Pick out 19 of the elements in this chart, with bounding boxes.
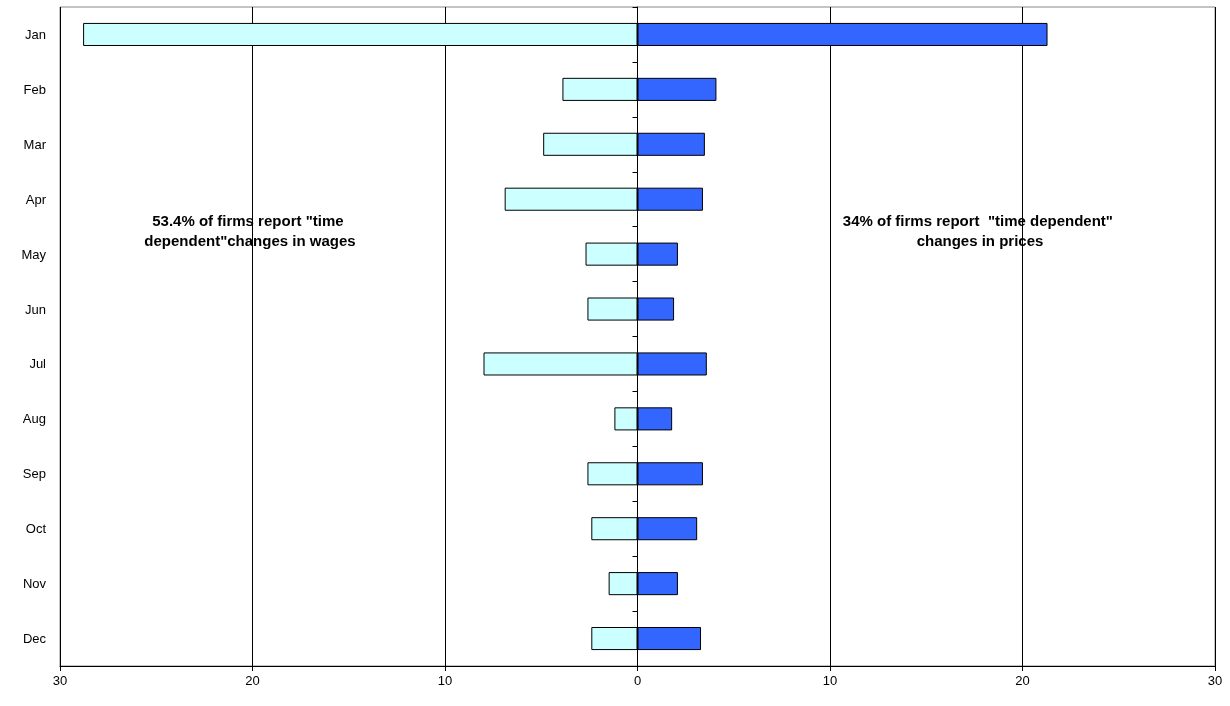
x-tick-label: 30 xyxy=(52,673,68,688)
y-tick-label: May xyxy=(21,246,47,262)
x-tick-label: 10 xyxy=(437,673,453,688)
x-tick-label: 10 xyxy=(822,673,838,688)
y-tick-label: Oct xyxy=(25,521,47,537)
x-tick-label: 20 xyxy=(1015,673,1030,688)
x-tick-label: 0 xyxy=(633,673,642,688)
y-tick-label: Feb xyxy=(23,81,46,97)
y-tick-label: Jul xyxy=(29,356,47,372)
y-tick-label: Sep xyxy=(22,466,46,482)
y-tick-label: Dec xyxy=(22,631,47,647)
y-tick-label: Nov xyxy=(22,576,47,592)
x-tick-label: 20 xyxy=(245,673,260,688)
x-tick-label: 30 xyxy=(1207,673,1223,688)
y-tick-label: Aug xyxy=(22,411,46,427)
y-tick-label: Jun xyxy=(25,301,46,317)
y-tick-label: Apr xyxy=(25,191,47,207)
y-tick-label: Mar xyxy=(23,136,47,152)
y-tick-label: Jan xyxy=(25,26,46,42)
